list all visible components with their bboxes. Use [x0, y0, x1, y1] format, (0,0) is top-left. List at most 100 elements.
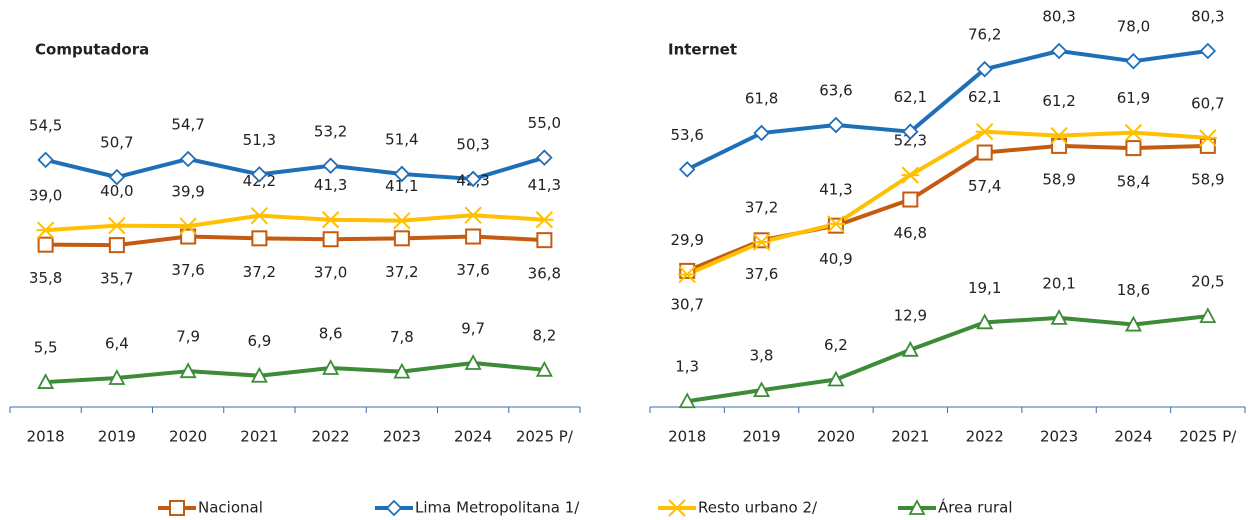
data-label: 7,8 [390, 328, 414, 346]
data-label: 61,2 [1042, 92, 1075, 110]
point-marker [1050, 126, 1069, 145]
point-marker [975, 122, 994, 141]
data-label: 58,9 [1042, 170, 1075, 188]
point-marker [753, 124, 770, 142]
point-marker [464, 170, 482, 188]
point-marker [827, 217, 844, 234]
point-marker [536, 232, 553, 249]
point-marker [1124, 123, 1143, 142]
data-label: 41,3 [314, 176, 347, 194]
data-label: 37,2 [745, 199, 778, 217]
data-label: 40,9 [819, 250, 852, 268]
data-label: 37,6 [456, 261, 489, 279]
legend-marker [169, 500, 185, 516]
point-marker [108, 369, 126, 385]
x-tick-label: 2023 [1040, 428, 1078, 446]
point-marker [1199, 42, 1217, 60]
point-marker [250, 206, 269, 225]
point-marker [1199, 307, 1217, 324]
data-label: 6,4 [105, 334, 129, 352]
data-label: 61,8 [745, 90, 778, 108]
point-marker [536, 149, 553, 166]
legend-marker [668, 499, 686, 517]
data-label: 54,7 [171, 115, 204, 133]
x-tick-label: 2020 [169, 428, 207, 446]
point-marker [1198, 129, 1217, 147]
point-marker [752, 233, 771, 251]
data-label: 8,2 [532, 326, 556, 344]
data-label: 46,8 [894, 224, 927, 242]
point-marker [392, 211, 411, 230]
data-label: 51,4 [385, 130, 418, 148]
x-tick-label: 2022 [966, 428, 1004, 446]
point-marker [37, 373, 55, 389]
data-label: 29,9 [670, 231, 703, 249]
data-label: 5,5 [34, 339, 58, 357]
point-marker [321, 211, 340, 229]
chart-title: Computadora [35, 41, 149, 59]
data-label: 61,9 [1117, 89, 1150, 107]
series-line [686, 129, 1208, 277]
x-tick-label: 2021 [240, 428, 278, 446]
x-tick-label: 2025 P/ [516, 428, 574, 446]
point-marker [753, 232, 770, 249]
point-marker [753, 381, 771, 398]
point-marker [250, 366, 268, 383]
data-label: 37,6 [745, 265, 778, 283]
data-label: 62,1 [968, 88, 1001, 106]
point-marker [1125, 52, 1142, 70]
data-label: 57,4 [968, 177, 1001, 195]
data-label: 12,9 [894, 306, 927, 324]
x-tick-label: 2019 [742, 428, 780, 446]
point-marker [1050, 308, 1068, 325]
point-marker [36, 221, 55, 239]
data-label: 30,7 [670, 295, 703, 313]
point-marker [322, 231, 339, 248]
data-label: 58,4 [1117, 173, 1150, 191]
point-marker [465, 228, 482, 245]
point-marker [976, 144, 993, 161]
point-marker [180, 228, 197, 245]
point-marker [107, 216, 126, 235]
data-label: 41,3 [819, 180, 852, 198]
data-label: 53,6 [670, 126, 703, 144]
point-marker [1051, 137, 1068, 154]
point-marker [976, 60, 993, 78]
data-label: 9,7 [461, 320, 485, 338]
point-marker [678, 265, 697, 284]
point-marker [976, 313, 994, 330]
legend-label: Lima Metropolitana 1/ [415, 499, 580, 517]
point-marker [902, 123, 919, 140]
point-marker [37, 151, 54, 169]
point-marker [322, 359, 340, 375]
data-label: 41,1 [385, 177, 418, 195]
point-marker [464, 354, 482, 370]
data-label: 37,6 [171, 261, 204, 279]
data-label: 55,0 [528, 114, 561, 132]
point-marker [322, 157, 339, 175]
point-marker [464, 206, 483, 224]
data-label: 51,3 [243, 131, 276, 149]
series-line [45, 155, 545, 181]
point-marker [827, 116, 845, 134]
data-label: 41,3 [528, 176, 561, 194]
data-label: 20,1 [1042, 274, 1075, 292]
data-label: 1,3 [675, 358, 699, 376]
data-label: 78,0 [1117, 18, 1150, 36]
data-label: 40,0 [100, 182, 133, 200]
data-label: 80,3 [1042, 8, 1075, 26]
data-label: 19,1 [968, 279, 1001, 297]
data-label: 37,2 [385, 263, 418, 281]
x-tick-label: 2018 [668, 428, 706, 446]
series-line [686, 49, 1209, 172]
point-marker [535, 211, 554, 229]
point-marker [179, 362, 197, 379]
point-marker [827, 370, 845, 387]
data-label: 53,2 [314, 122, 347, 140]
point-marker [1124, 315, 1142, 332]
legend-marker [385, 499, 403, 517]
point-marker [901, 340, 919, 357]
point-marker [902, 191, 919, 208]
